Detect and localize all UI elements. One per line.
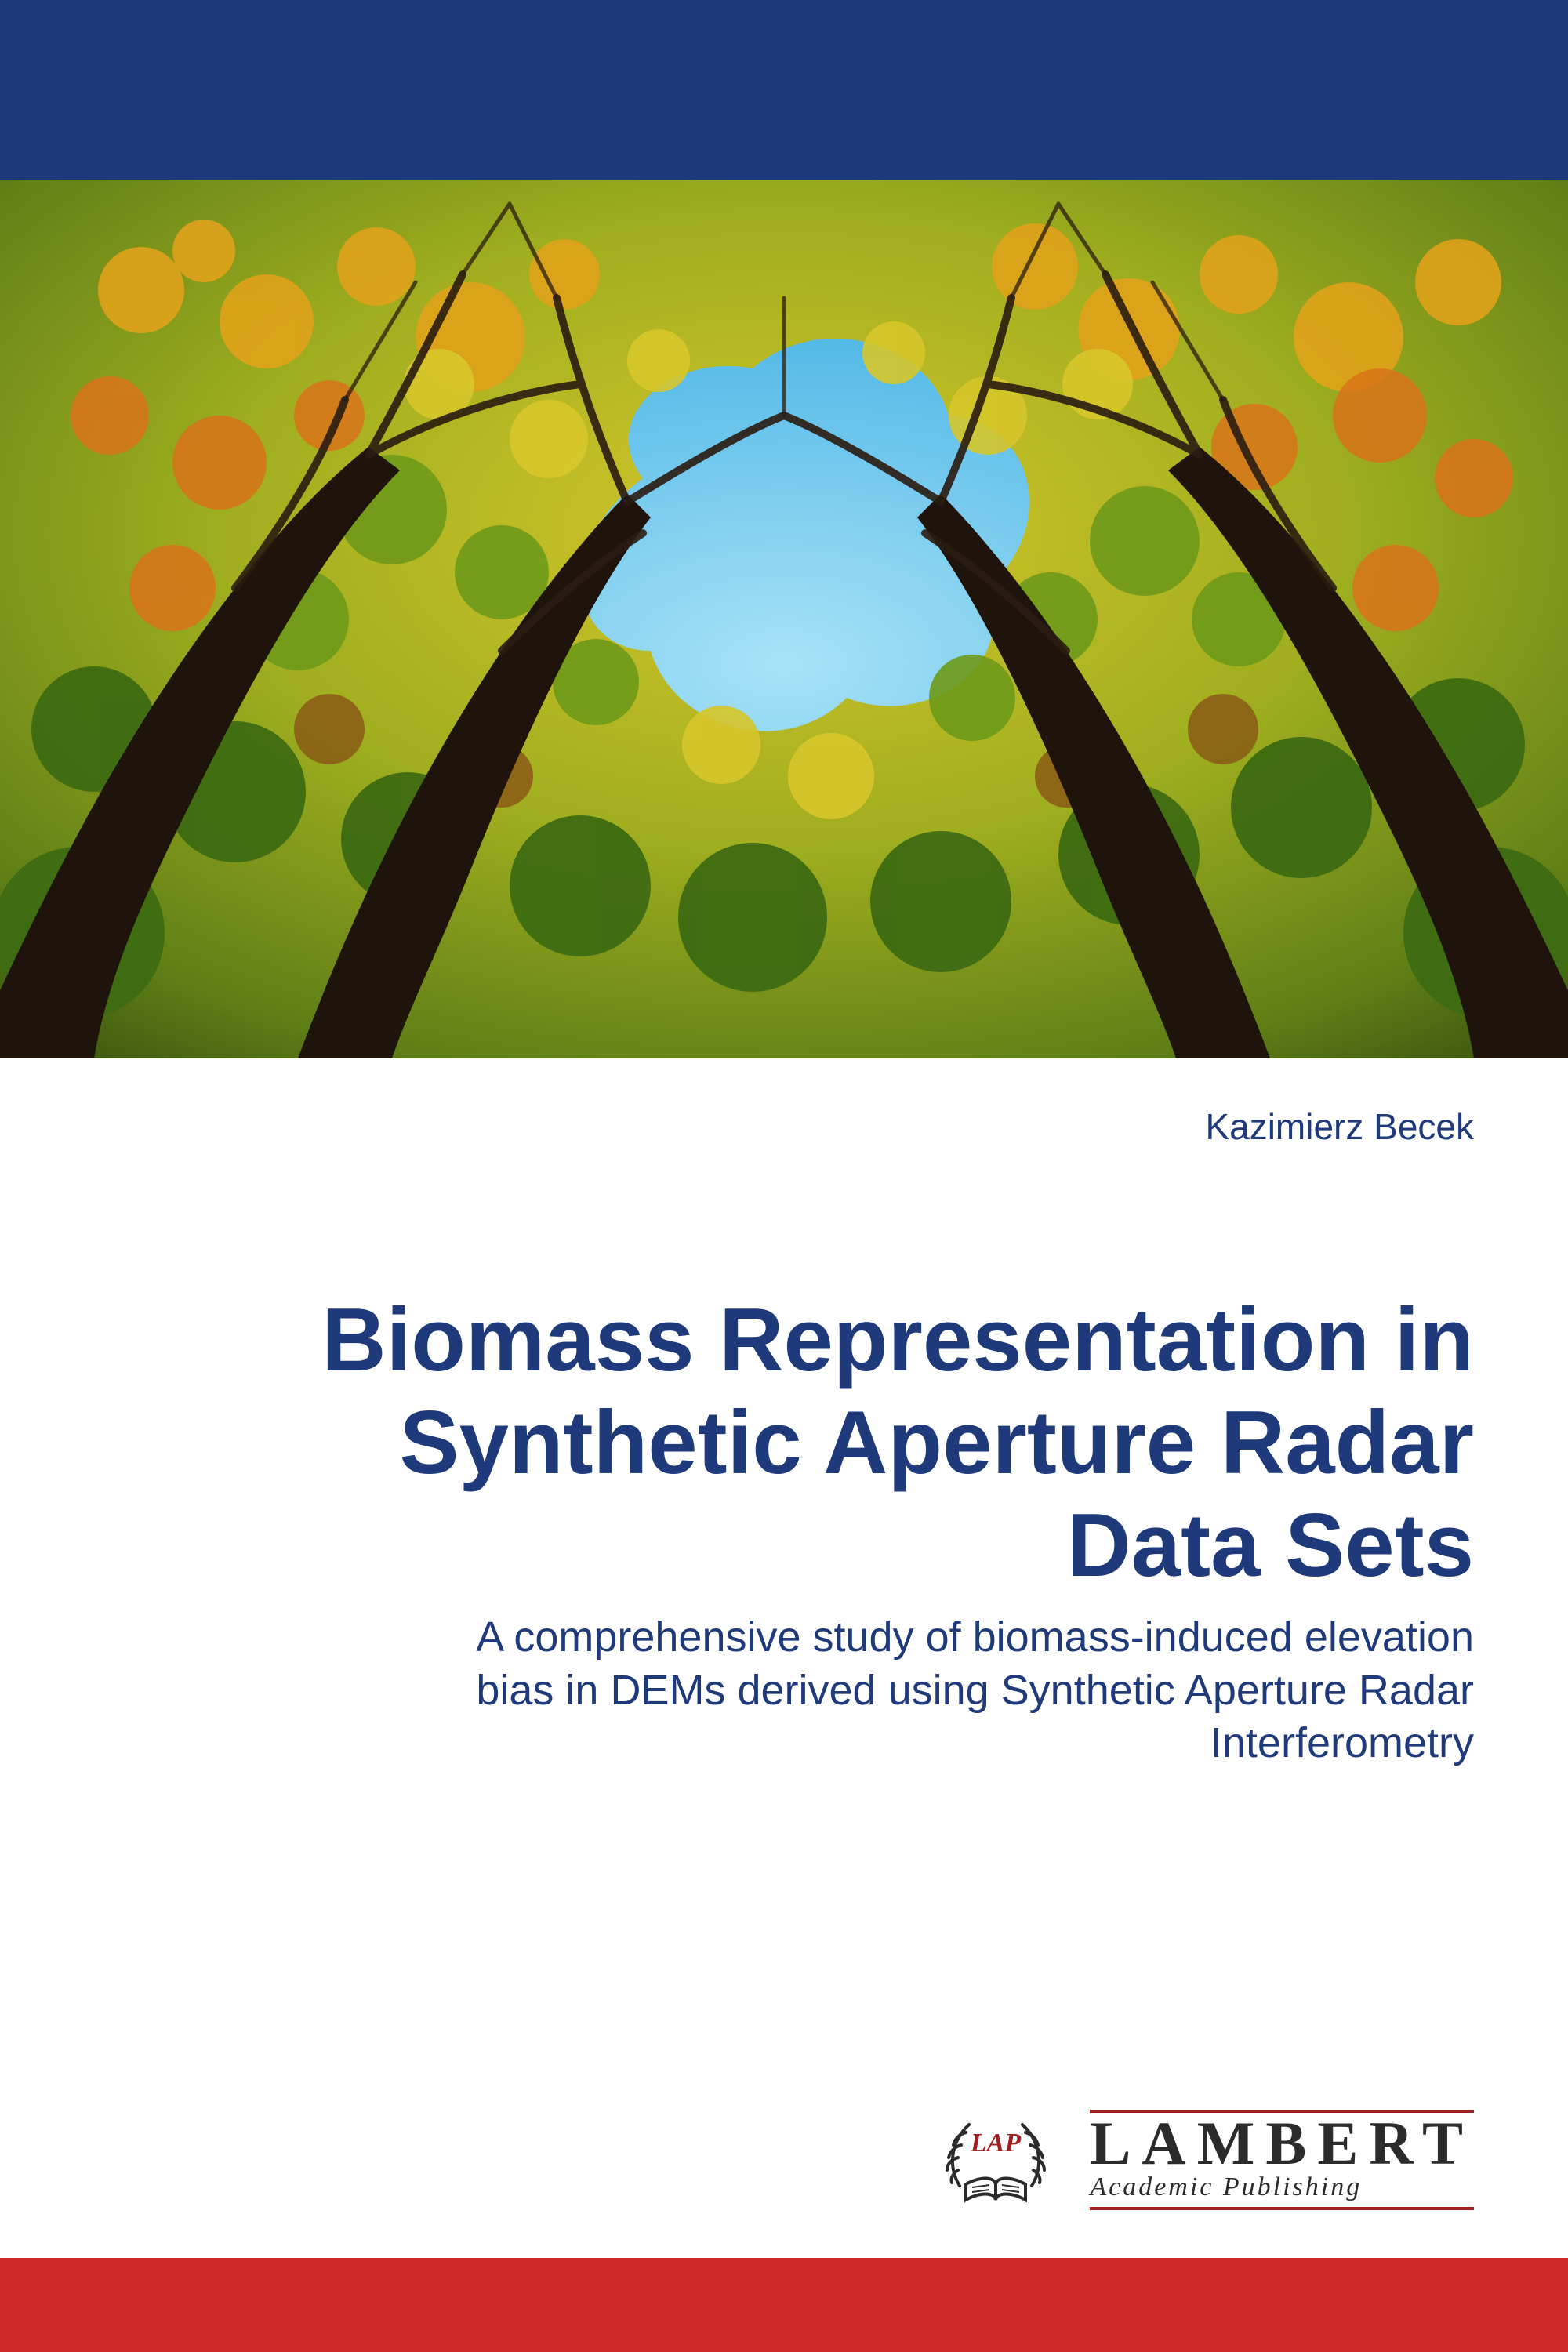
hero-image: [0, 180, 1568, 1058]
author-name: Kazimierz Becek: [94, 1105, 1474, 1148]
forest-canopy-illustration: [0, 180, 1568, 1058]
publisher-subline: Academic Publishing: [1090, 2172, 1474, 2202]
book-subtitle: A comprehensive study of biomass-induced…: [94, 1611, 1474, 1770]
publisher-badge-text: LAP: [970, 2129, 1021, 2158]
publisher-logo-icon: LAP: [938, 2109, 1071, 2211]
publisher-name: LAMBERT: [1090, 2113, 1474, 2174]
publisher-bottom-rule: [1090, 2207, 1474, 2210]
book-cover: Kazimierz Becek Biomass Representation i…: [0, 0, 1568, 2352]
bottom-color-band: [0, 2258, 1568, 2352]
publisher-block: LAP LAMBERT Academic Publishing: [938, 2109, 1474, 2211]
publisher-text: LAMBERT Academic Publishing: [1090, 2110, 1474, 2210]
top-color-band: [0, 0, 1568, 180]
book-title: Biomass Representation inSynthetic Apert…: [94, 1289, 1474, 1597]
